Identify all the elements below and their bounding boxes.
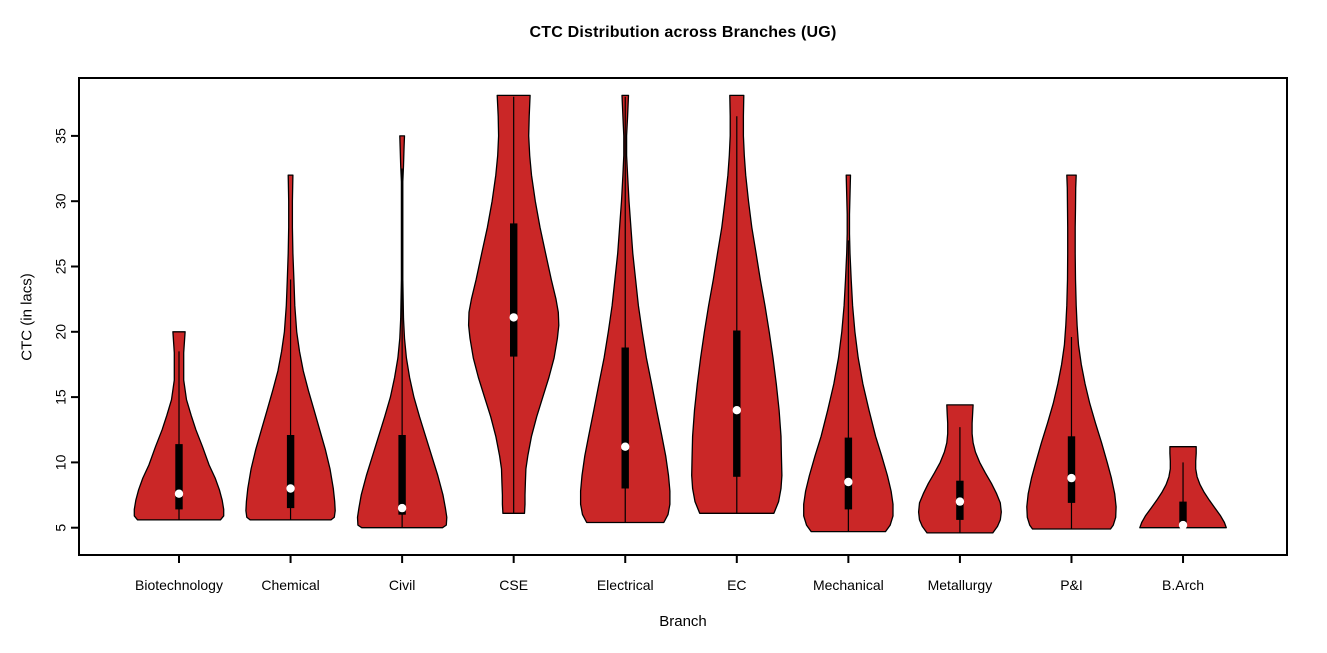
x-tick-label: Chemical <box>261 577 319 593</box>
y-tick-label: 30 <box>53 193 69 209</box>
x-tick-label: Mechanical <box>813 577 884 593</box>
x-tick-label: Metallurgy <box>928 577 993 593</box>
median-dot-B.Arch <box>1178 520 1188 530</box>
iqr-bar-Biotechnology <box>175 444 183 510</box>
y-tick-label: 5 <box>53 524 69 532</box>
x-tick-label: B.Arch <box>1162 577 1204 593</box>
x-tick-label: Biotechnology <box>135 577 223 593</box>
x-tick-label: Electrical <box>597 577 654 593</box>
iqr-bar-B.Arch <box>1179 501 1187 527</box>
chart-title: CTC Distribution across Branches (UG) <box>529 24 837 41</box>
iqr-bar-EC <box>733 330 741 477</box>
median-dot-Metallurgy <box>955 497 965 506</box>
y-axis-label: CTC (in lacs) <box>18 273 36 361</box>
median-dot-P&I <box>1067 473 1076 483</box>
y-tick-label: 15 <box>53 389 69 405</box>
iqr-bar-Mechanical <box>844 437 853 510</box>
y-tick-label: 10 <box>53 454 69 470</box>
iqr-bar-Civil <box>398 435 406 515</box>
median-dot-CSE <box>509 313 518 322</box>
x-tick-label: P&I <box>1060 577 1083 593</box>
median-dot-EC <box>732 406 741 415</box>
x-tick-label: EC <box>727 577 746 593</box>
plot-border <box>78 77 1288 556</box>
x-tick-label: CSE <box>499 577 528 593</box>
y-tick-label: 35 <box>53 128 69 144</box>
median-dot-Electrical <box>621 442 630 451</box>
iqr-bar-Chemical <box>286 435 295 509</box>
y-tick-label: 20 <box>53 324 69 340</box>
iqr-bar-CSE <box>510 223 518 357</box>
median-dot-Mechanical <box>844 477 853 487</box>
median-dot-Chemical <box>286 484 295 493</box>
iqr-bar-Electrical <box>621 347 629 489</box>
y-tick-label: 25 <box>53 259 69 275</box>
median-dot-Civil <box>397 503 407 513</box>
median-dot-Biotechnology <box>174 489 184 498</box>
x-axis-label: Branch <box>659 613 707 630</box>
iqr-bar-P&I <box>1067 436 1076 503</box>
x-tick-label: Civil <box>389 577 415 593</box>
